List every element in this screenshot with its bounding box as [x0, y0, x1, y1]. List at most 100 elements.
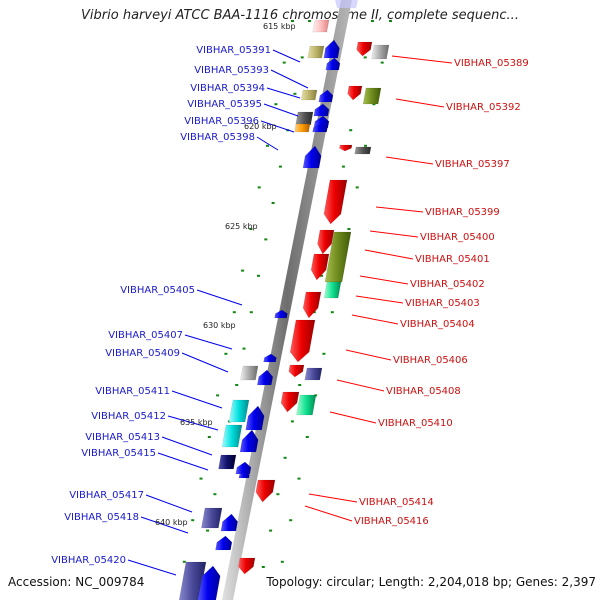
gene-feature: [274, 309, 288, 319]
gene-feature: [201, 507, 223, 529]
gene-feature: [371, 44, 390, 60]
track-tick: [330, 311, 334, 314]
gene-feature: [312, 123, 328, 133]
scale-label-kbp: 615 kbp: [263, 22, 296, 31]
gene-feature: [220, 513, 238, 532]
gene-label-right: VIBHAR_05404: [400, 319, 475, 330]
leader-line: [157, 452, 209, 471]
gene-feature: [280, 391, 300, 413]
leader-line: [171, 390, 223, 409]
track-tick: [298, 384, 302, 386]
gene-feature: [310, 253, 330, 281]
track-tick: [257, 274, 260, 277]
gene-feature: [300, 89, 318, 101]
leader-line: [196, 289, 243, 306]
gene-feature: [296, 394, 317, 416]
leader-line: [375, 206, 424, 213]
track-tick: [322, 352, 326, 355]
gene-label-left: VIBHAR_05418: [64, 512, 139, 523]
track-tick: [312, 311, 316, 314]
gene-feature: [221, 424, 243, 448]
gene-feature: [263, 353, 277, 363]
track-tick: [380, 61, 384, 64]
gene-feature: [257, 369, 274, 386]
gene-feature: [354, 146, 372, 155]
leader-line: [167, 415, 219, 431]
track-tick: [191, 519, 195, 522]
gene-label-right: VIBHAR_05403: [405, 298, 480, 309]
track-tick: [372, 103, 376, 106]
track-tick: [269, 529, 273, 532]
leader-line: [161, 436, 213, 456]
leader-line: [181, 352, 229, 373]
gene-feature: [289, 319, 316, 363]
track-tick: [308, 20, 311, 22]
track-tick: [249, 311, 253, 314]
track-tick: [242, 347, 246, 350]
gene-label-left: VIBHAR_05413: [85, 432, 160, 443]
gene-label-right: VIBHAR_05399: [425, 207, 500, 218]
leader-line: [266, 87, 301, 99]
scale-label-kbp: 630 kbp: [203, 321, 236, 330]
leader-line: [272, 49, 301, 63]
gene-feature: [197, 565, 221, 600]
gene-feature: [362, 87, 382, 105]
track-tick: [241, 269, 245, 272]
track-tick: [300, 56, 304, 59]
gene-feature: [324, 231, 352, 283]
leader-line: [260, 120, 295, 133]
gene-feature: [245, 405, 265, 431]
gene-label-left: VIBHAR_05412: [91, 411, 166, 422]
gene-feature: [295, 111, 314, 126]
track-tick: [276, 493, 280, 496]
gene-feature: [356, 41, 373, 57]
track-tick: [297, 477, 301, 480]
gene-label-left: VIBHAR_05405: [120, 285, 195, 296]
leader-line: [364, 249, 414, 260]
gene-feature: [238, 557, 256, 575]
gene-feature: [317, 229, 335, 255]
gene-label-right: VIBHAR_05401: [415, 254, 490, 265]
gene-feature: [347, 85, 363, 101]
gene-label-right: VIBHAR_05416: [354, 516, 429, 527]
gene-feature: [312, 19, 330, 33]
track-tick: [261, 566, 265, 568]
gene-label-left: VIBHAR_05393: [194, 65, 269, 76]
gene-label-right: VIBHAR_05402: [410, 279, 485, 290]
track-tick: [271, 202, 275, 204]
track-tick: [182, 560, 186, 563]
gene-label-right: VIBHAR_05408: [386, 386, 461, 397]
track-tick: [213, 493, 217, 496]
track-tick: [363, 56, 367, 59]
leader-line: [329, 411, 377, 424]
track-tick: [232, 311, 236, 314]
gene-feature: [238, 471, 250, 479]
genome-summary: Topology: circular; Length: 2,204,018 bp…: [266, 575, 596, 589]
leader-line: [385, 156, 434, 165]
gene-feature: [323, 179, 348, 225]
gene-feature: [235, 461, 252, 475]
scale-label-kbp: 640 kbp: [155, 518, 188, 527]
gene-feature: [318, 89, 334, 103]
gene-feature: [294, 123, 311, 133]
track-tick: [293, 92, 297, 95]
track-tick: [216, 394, 220, 397]
gene-label-left: VIBHAR_05417: [69, 490, 144, 501]
leader-line: [145, 494, 193, 513]
track-tick: [283, 456, 287, 459]
track-tick: [264, 238, 268, 241]
gene-feature: [288, 364, 305, 378]
gene-label-left: VIBHAR_05420: [51, 555, 126, 566]
leader-line: [355, 295, 404, 304]
gene-label-left: VIBHAR_05398: [180, 132, 255, 143]
leader-line: [304, 505, 353, 522]
accession-label: Accession: NC_009784: [8, 575, 145, 589]
gene-label-right: VIBHAR_05414: [359, 497, 434, 508]
track-tick: [389, 20, 392, 22]
leader-line: [184, 334, 233, 350]
gene-feature: [302, 145, 322, 169]
gene-label-left: VIBHAR_05391: [196, 45, 271, 56]
track-tick: [289, 519, 293, 522]
gene-feature: [240, 365, 259, 381]
gene-label-right: VIBHAR_05406: [393, 355, 468, 366]
